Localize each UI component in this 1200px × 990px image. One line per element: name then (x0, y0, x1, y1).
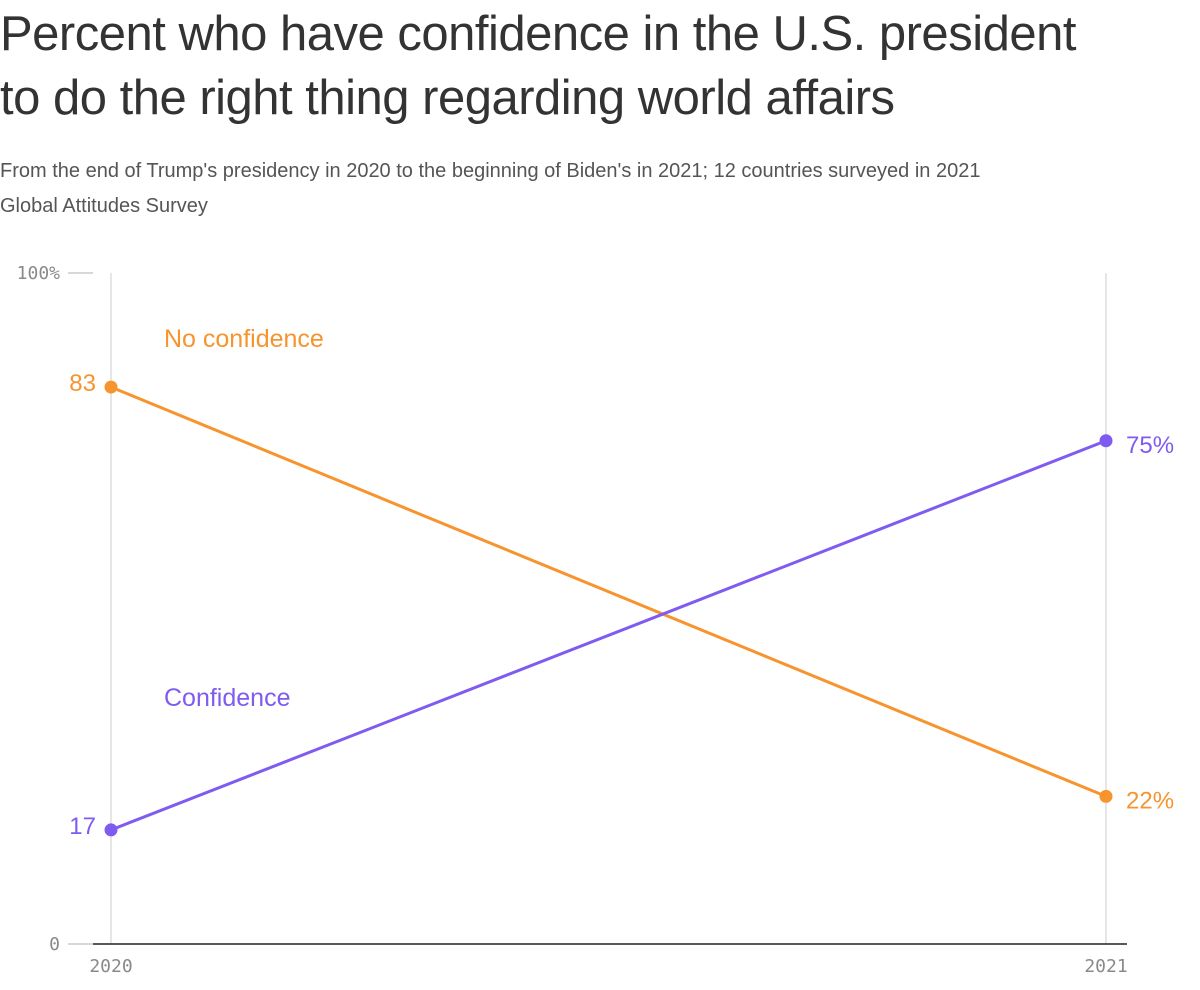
point-no_confidence-2021 (1099, 789, 1113, 803)
series-label-confidence: Confidence (164, 684, 290, 712)
y-tick-label-0: 0 (49, 934, 60, 955)
data-label-no_confidence-start: 83 (69, 370, 96, 397)
x-tick-label-2021: 2021 (1084, 956, 1127, 977)
point-no_confidence-2020 (104, 380, 118, 394)
chart-series (104, 380, 1113, 837)
data-label-confidence-end: 75% (1126, 432, 1174, 459)
chart-subtitle: From the end of Trump's presidency in 20… (0, 154, 1200, 224)
chart-grid (110, 273, 1107, 944)
data-label-confidence-start: 17 (69, 813, 96, 840)
chart-subtitle-line-1: From the end of Trump's presidency in 20… (0, 160, 981, 182)
data-label-no_confidence-end: 22% (1126, 787, 1174, 814)
chart-labels: 83 22% No confidence 17 75% Confidence (69, 325, 1174, 840)
chart-title-line-2: to do the right thing regarding world af… (0, 71, 895, 125)
series-label-no_confidence: No confidence (164, 325, 324, 353)
point-confidence-2020 (104, 823, 118, 837)
x-tick-label-2020: 2020 (89, 956, 132, 977)
y-tick-label-100: 100% (17, 263, 61, 284)
chart-subtitle-line-2: Global Attitudes Survey (0, 195, 208, 217)
chart-title: Percent who have confidence in the U.S. … (0, 2, 1200, 130)
chart-axes: 0 100% 2020 2021 (17, 263, 1128, 977)
point-confidence-2021 (1099, 434, 1113, 448)
series-line-no_confidence (110, 385, 1107, 798)
series-line-confidence (110, 439, 1107, 832)
chart-title-line-1: Percent who have confidence in the U.S. … (0, 7, 1076, 61)
